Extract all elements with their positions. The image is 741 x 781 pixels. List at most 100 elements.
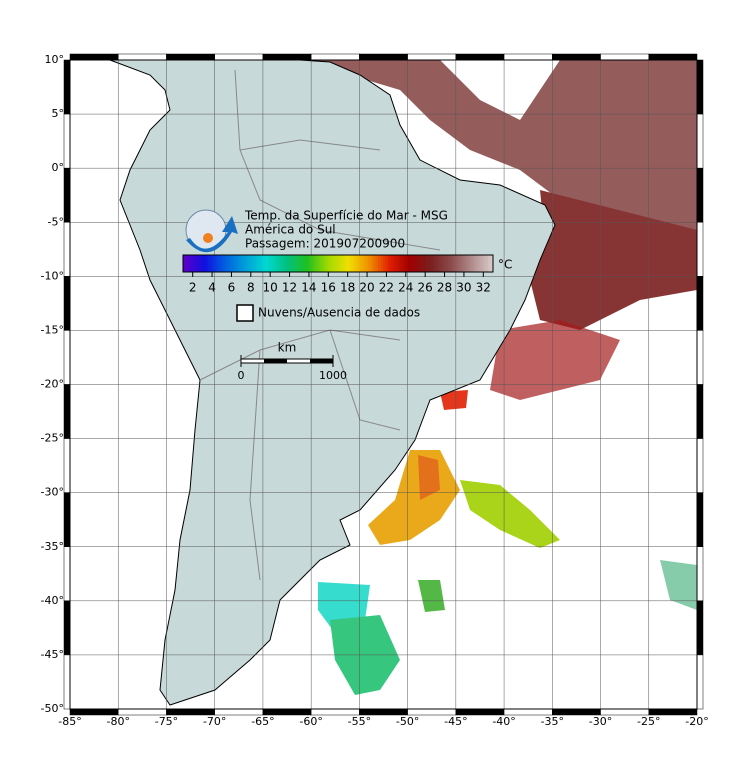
colorbar-step bbox=[353, 255, 356, 272]
colorbar-step bbox=[263, 255, 266, 272]
colorbar-step bbox=[453, 255, 456, 272]
frame-segment bbox=[310, 53, 360, 61]
sst-patch bbox=[530, 190, 697, 330]
frame-segment bbox=[696, 330, 704, 385]
frame-segment bbox=[63, 222, 71, 277]
colorbar-step bbox=[313, 255, 316, 272]
colorbar-tick-label: 8 bbox=[247, 281, 255, 295]
colorbar-tick-label: 30 bbox=[456, 281, 471, 295]
colorbar-unit: °C bbox=[498, 258, 512, 272]
frame-segment bbox=[503, 53, 553, 61]
colorbar-step bbox=[198, 255, 201, 272]
colorbar-step bbox=[393, 255, 396, 272]
borders bbox=[199, 69, 441, 581]
scale-unit: km bbox=[278, 341, 297, 355]
y-tick-label: -10° bbox=[41, 269, 64, 282]
colorbar-step bbox=[430, 255, 434, 272]
colorbar-step bbox=[325, 255, 329, 272]
frame-segment bbox=[696, 654, 704, 710]
colorbar-step bbox=[295, 255, 299, 272]
colorbar-step bbox=[423, 255, 426, 272]
colorbar-step bbox=[390, 255, 394, 272]
colorbar-step bbox=[410, 255, 414, 272]
colorbar-step bbox=[245, 255, 249, 272]
colorbar-step bbox=[385, 255, 389, 272]
colorbar-step bbox=[300, 255, 304, 272]
colorbar-step bbox=[383, 255, 386, 272]
scale-bar bbox=[264, 359, 287, 363]
colorbar-step bbox=[243, 255, 246, 272]
colorbar-step bbox=[303, 255, 306, 272]
colorbar-step bbox=[438, 255, 441, 272]
frame-segment bbox=[407, 53, 457, 61]
colorbar-step bbox=[218, 255, 221, 272]
colorbar-step bbox=[250, 255, 254, 272]
colorbar-step bbox=[280, 255, 284, 272]
colorbar-step bbox=[185, 255, 189, 272]
frame-segment bbox=[63, 384, 71, 439]
colorbar-step bbox=[435, 255, 439, 272]
x-tick-label: -75° bbox=[155, 715, 178, 728]
colorbar-tick-label: 6 bbox=[228, 281, 236, 295]
frame-segment bbox=[63, 167, 71, 223]
y-tick-label: -40° bbox=[41, 594, 64, 607]
y-tick-label: 0° bbox=[52, 161, 65, 174]
colorbar-frame bbox=[182, 254, 494, 273]
colorbar-step bbox=[305, 255, 309, 272]
colorbar-step bbox=[468, 255, 471, 272]
colorbar-step bbox=[460, 255, 464, 272]
colorbar-step bbox=[368, 255, 371, 272]
frame-segment bbox=[63, 546, 71, 602]
colorbar-step bbox=[428, 255, 431, 272]
colorbar-step bbox=[375, 255, 379, 272]
colorbar-step bbox=[225, 255, 229, 272]
colorbar-step bbox=[370, 255, 374, 272]
frame-segment bbox=[214, 53, 264, 61]
colorbar-step bbox=[308, 255, 311, 272]
colorbar-step bbox=[270, 255, 274, 272]
colorbar-step bbox=[288, 255, 291, 272]
x-tick-label: -30° bbox=[589, 715, 612, 728]
colorbar-step bbox=[475, 255, 479, 272]
frame-segment bbox=[455, 53, 505, 61]
colorbar-step bbox=[328, 255, 331, 272]
colorbar-step bbox=[335, 255, 339, 272]
legend-title: Temp. da Superfície do Mar - MSG bbox=[244, 209, 448, 223]
colorbar-step bbox=[488, 255, 491, 272]
colorbar-step bbox=[443, 255, 446, 272]
colorbar-step bbox=[413, 255, 416, 272]
y-tick-label: -25° bbox=[41, 432, 64, 445]
colorbar-step bbox=[358, 255, 361, 272]
logo-arrow bbox=[186, 216, 238, 253]
frame-segment bbox=[63, 330, 71, 385]
colorbar-step bbox=[210, 255, 214, 272]
y-tick-label: -50° bbox=[41, 702, 64, 715]
scale-bar bbox=[310, 359, 333, 363]
colorbar-tick-label: 10 bbox=[263, 281, 278, 295]
x-tick-label: -55° bbox=[348, 715, 371, 728]
logo-sun bbox=[203, 233, 213, 243]
sst-patch bbox=[440, 390, 468, 410]
frame-segment bbox=[63, 438, 71, 493]
frame-segment bbox=[600, 53, 650, 61]
colorbar-tick-label: 28 bbox=[437, 281, 452, 295]
colorbar-tick-label: 32 bbox=[476, 281, 491, 295]
colorbar-step bbox=[450, 255, 454, 272]
colorbar-step bbox=[193, 255, 196, 272]
colorbar-step bbox=[330, 255, 334, 272]
x-tick-label: -65° bbox=[251, 715, 274, 728]
frame-segment bbox=[552, 53, 601, 61]
colorbar-step bbox=[205, 255, 209, 272]
colorbar-step bbox=[483, 255, 486, 272]
colorbar-step bbox=[278, 255, 281, 272]
y-tick-label: -35° bbox=[41, 540, 64, 553]
colorbar-step bbox=[333, 255, 336, 272]
colorbar-step bbox=[343, 255, 346, 272]
colorbar-tick-label: 26 bbox=[418, 281, 433, 295]
frame-segment bbox=[696, 276, 704, 331]
colorbar-step bbox=[350, 255, 354, 272]
colorbar-step bbox=[290, 255, 294, 272]
colorbar-step bbox=[440, 255, 444, 272]
colorbar-step bbox=[183, 255, 186, 272]
colorbar-step bbox=[348, 255, 351, 272]
